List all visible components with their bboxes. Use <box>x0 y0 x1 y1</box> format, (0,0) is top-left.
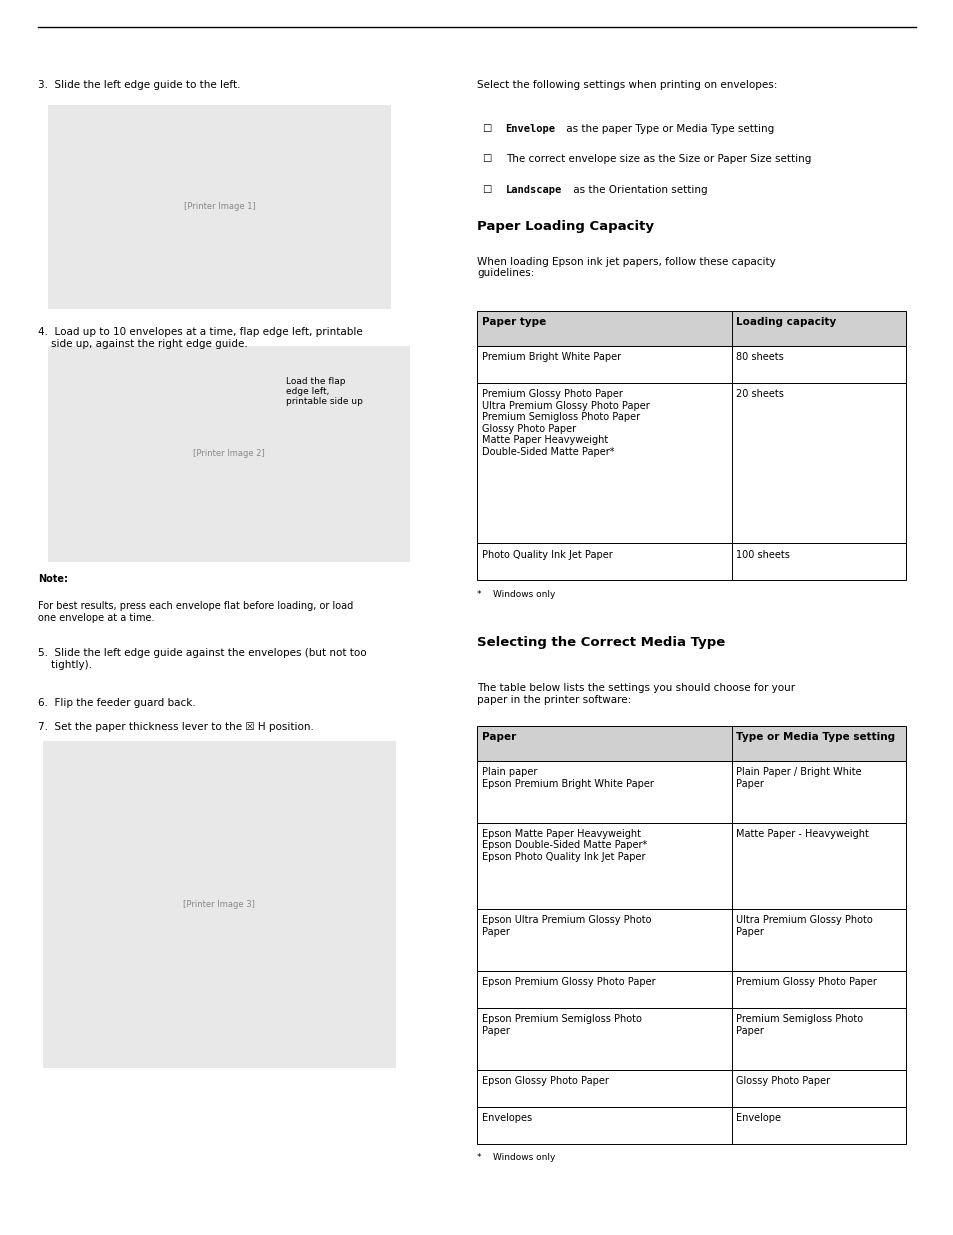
Text: Type or Media Type setting: Type or Media Type setting <box>736 732 895 742</box>
Text: *    Windows only: * Windows only <box>476 590 555 599</box>
FancyBboxPatch shape <box>48 105 391 309</box>
Text: Plain paper
Epson Premium Bright White Paper: Plain paper Epson Premium Bright White P… <box>481 767 653 788</box>
Text: The correct envelope size as the Size or Paper Size setting: The correct envelope size as the Size or… <box>505 154 810 164</box>
Bar <box>476 1070 905 1107</box>
Text: Premium Semigloss Photo
Paper: Premium Semigloss Photo Paper <box>736 1014 862 1035</box>
Text: 7.  Set the paper thickness lever to the ☒ H position.: 7. Set the paper thickness lever to the … <box>38 722 314 732</box>
Bar <box>476 1107 905 1144</box>
Text: Premium Glossy Photo Paper
Ultra Premium Glossy Photo Paper
Premium Semigloss Ph: Premium Glossy Photo Paper Ultra Premium… <box>481 389 649 457</box>
Text: Photo Quality Ink Jet Paper: Photo Quality Ink Jet Paper <box>481 550 612 559</box>
Text: Note:: Note: <box>38 574 68 584</box>
Text: Landscape: Landscape <box>505 185 561 195</box>
Text: 6.  Flip the feeder guard back.: 6. Flip the feeder guard back. <box>38 698 195 708</box>
Bar <box>476 311 905 346</box>
Text: [Printer Image 3]: [Printer Image 3] <box>183 900 255 909</box>
Text: as the paper Type or Media Type setting: as the paper Type or Media Type setting <box>562 124 773 133</box>
Text: The table below lists the settings you should choose for your
paper in the print: The table below lists the settings you s… <box>476 683 794 704</box>
Bar <box>476 1008 905 1070</box>
Text: When loading Epson ink jet papers, follow these capacity
guidelines:: When loading Epson ink jet papers, follo… <box>476 257 775 278</box>
Bar <box>476 726 905 761</box>
Text: Paper Loading Capacity: Paper Loading Capacity <box>476 220 654 233</box>
Text: Envelopes: Envelopes <box>481 1113 532 1123</box>
Text: 5.  Slide the left edge guide against the envelopes (but not too
    tightly).: 5. Slide the left edge guide against the… <box>38 648 366 669</box>
Text: Loading capacity: Loading capacity <box>736 317 836 327</box>
FancyBboxPatch shape <box>43 741 395 1068</box>
Bar <box>476 971 905 1008</box>
Bar <box>476 543 905 580</box>
Text: 4.  Load up to 10 envelopes at a time, flap edge left, printable
    side up, ag: 4. Load up to 10 envelopes at a time, fl… <box>38 327 362 348</box>
Text: [Printer Image 1]: [Printer Image 1] <box>183 203 255 211</box>
Bar <box>476 346 905 383</box>
Text: Epson Premium Semigloss Photo
Paper: Epson Premium Semigloss Photo Paper <box>481 1014 641 1035</box>
Text: Epson Ultra Premium Glossy Photo
Paper: Epson Ultra Premium Glossy Photo Paper <box>481 915 651 936</box>
Text: Premium Bright White Paper: Premium Bright White Paper <box>481 352 620 362</box>
Text: 80 sheets: 80 sheets <box>736 352 783 362</box>
Text: Load the flap
edge left,
printable side up: Load the flap edge left, printable side … <box>286 377 363 406</box>
Text: Plain Paper / Bright White
Paper: Plain Paper / Bright White Paper <box>736 767 861 788</box>
Text: as the Orientation setting: as the Orientation setting <box>570 185 707 195</box>
Text: Paper: Paper <box>481 732 516 742</box>
Bar <box>476 909 905 971</box>
Text: Ultra Premium Glossy Photo
Paper: Ultra Premium Glossy Photo Paper <box>736 915 872 936</box>
Bar <box>476 761 905 823</box>
Text: Selecting the Correct Media Type: Selecting the Correct Media Type <box>476 636 724 650</box>
Text: 100 sheets: 100 sheets <box>736 550 789 559</box>
Text: [Printer Image 2]: [Printer Image 2] <box>193 450 265 458</box>
Text: 3.  Slide the left edge guide to the left.: 3. Slide the left edge guide to the left… <box>38 80 240 90</box>
Text: Envelope: Envelope <box>505 124 555 133</box>
Text: ☐: ☐ <box>481 154 491 164</box>
Text: 20 sheets: 20 sheets <box>736 389 783 399</box>
Bar <box>476 823 905 909</box>
Text: Matte Paper - Heavyweight: Matte Paper - Heavyweight <box>736 829 868 839</box>
Text: Premium Glossy Photo Paper: Premium Glossy Photo Paper <box>736 977 876 987</box>
Text: ☐: ☐ <box>481 124 491 133</box>
FancyBboxPatch shape <box>48 346 410 562</box>
Text: Epson Glossy Photo Paper: Epson Glossy Photo Paper <box>481 1076 608 1086</box>
Text: For best results, press each envelope flat before loading, or load
one envelope : For best results, press each envelope fl… <box>38 601 353 622</box>
Text: *    Windows only: * Windows only <box>476 1153 555 1162</box>
Text: Envelope: Envelope <box>736 1113 781 1123</box>
Text: Select the following settings when printing on envelopes:: Select the following settings when print… <box>476 80 777 90</box>
Text: Epson Premium Glossy Photo Paper: Epson Premium Glossy Photo Paper <box>481 977 655 987</box>
Bar <box>476 383 905 543</box>
Text: Epson Matte Paper Heavyweight
Epson Double-Sided Matte Paper*
Epson Photo Qualit: Epson Matte Paper Heavyweight Epson Doub… <box>481 829 646 862</box>
Text: Paper type: Paper type <box>481 317 545 327</box>
Text: ☐: ☐ <box>481 185 491 195</box>
Text: Glossy Photo Paper: Glossy Photo Paper <box>736 1076 829 1086</box>
